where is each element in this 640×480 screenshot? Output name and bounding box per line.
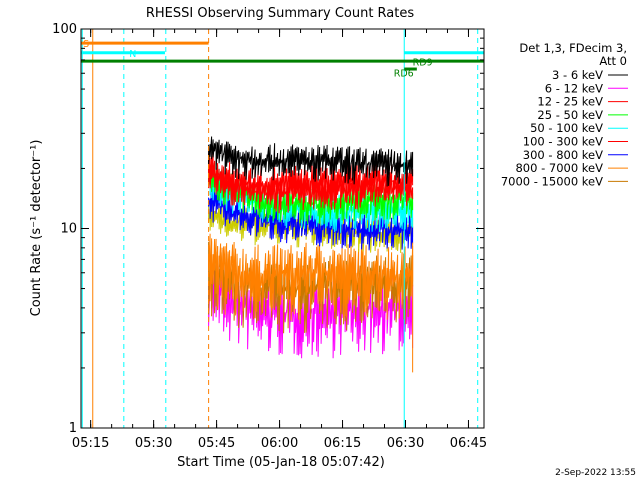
trace-3-6-kev: [208, 136, 414, 187]
state-bar-label: RD6: [394, 68, 414, 79]
x-tick-label: 06:00: [261, 436, 298, 451]
y-axis-label: Count Rate (s⁻¹ detector⁻¹): [29, 140, 44, 317]
legend-entry-label: 7000 - 15000 keV: [501, 174, 603, 188]
axis-layer: 100 10 105:15 05:30 05:45 06:00 06:15 06:30 06:4…: [52, 22, 487, 451]
legend-entry-label: 300 - 800 keV: [523, 148, 603, 162]
legend-header-line1: Det 1,3, FDecim 3,: [519, 41, 627, 55]
y-tick-label: 1: [69, 421, 77, 436]
legend-entry-label: 25 - 50 keV: [537, 108, 603, 122]
legend-header-line2: Att 0: [599, 54, 627, 68]
y-tick-label: 100: [52, 22, 77, 37]
legend-entry-label: 800 - 7000 keV: [515, 161, 603, 175]
legend-entry-label: 100 - 300 keV: [523, 135, 603, 149]
data-layer: [208, 136, 414, 373]
trace-800-7000-kev: [208, 233, 414, 321]
y-tick-label: 10: [60, 222, 77, 237]
state-bar-label: N: [129, 49, 136, 60]
trace-12-25-kev: [208, 153, 414, 205]
x-tick-label: 06:45: [450, 436, 487, 451]
x-tick-label: 06:30: [387, 436, 424, 451]
x-tick-label: 05:45: [198, 436, 235, 451]
legend-entry-label: 6 - 12 keV: [545, 81, 603, 95]
trace-300-800-kev: [208, 185, 414, 251]
x-tick-label: 05:15: [72, 436, 109, 451]
legend-entry-label: 3 - 6 keV: [552, 68, 603, 82]
legend-entry-label: 50 - 100 keV: [530, 121, 603, 135]
chart-title: RHESSI Observing Summary Count Rates: [146, 6, 415, 21]
state-bar-label: S: [83, 39, 89, 50]
x-tick-label: 05:30: [135, 436, 172, 451]
state-bar-label: RD9: [413, 57, 433, 68]
x-tick-label: 06:15: [324, 436, 361, 451]
legend-entry-label: 12 - 25 keV: [537, 95, 603, 109]
timestamp: 2-Sep-2022 13:55: [555, 468, 636, 478]
x-axis-label: Start Time (05-Jan-18 05:07:42): [177, 455, 385, 470]
